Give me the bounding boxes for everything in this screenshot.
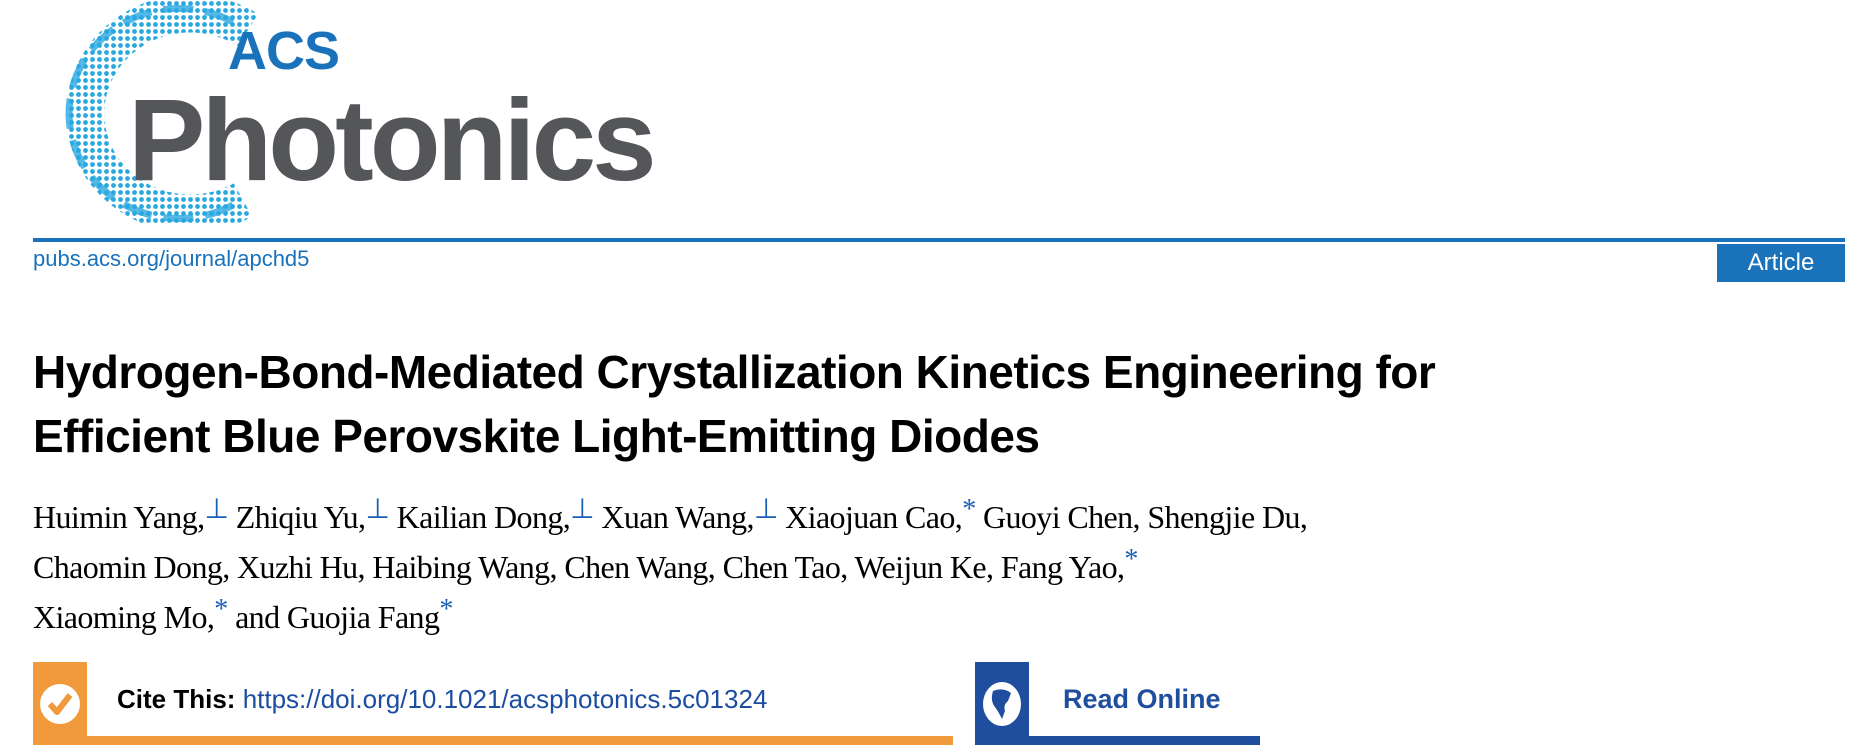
title-line: Hydrogen-Bond-Mediated Crystallization K… [33,346,1436,398]
author-name[interactable]: Chen Tao, [722,549,849,585]
author-line: Chaomin Dong, Xuzhi Hu, Haibing Wang, Ch… [33,542,1307,592]
read-online-label: Read Online [1063,684,1221,714]
author-name[interactable]: Xiaojuan Cao, [785,499,963,535]
author-name[interactable]: Weijun Ke, [854,549,995,585]
corresponding-author-mark[interactable]: * [962,494,976,525]
corresponding-author-mark[interactable]: * [1124,544,1138,575]
corresponding-author-mark[interactable]: * [214,594,228,625]
author-name[interactable]: Zhiqiu Yu, [235,499,366,535]
corresponding-author-mark[interactable]: * [439,594,453,625]
cite-label: Cite This: [117,684,236,714]
cite-text: Cite This: https://doi.org/10.1021/acsph… [117,684,767,715]
author-line: Huimin Yang,⊥ Zhiqiu Yu,⊥ Kailian Dong,⊥… [33,492,1308,542]
equal-contribution-mark[interactable]: ⊥ [365,494,390,525]
doi-link[interactable]: https://doi.org/10.1021/acsphotonics.5c0… [242,684,768,714]
logo-photonics-text: Photonics [128,75,657,205]
article-title: Hydrogen-Bond-Mediated Crystallization K… [33,340,1853,468]
journal-url-link[interactable]: pubs.acs.org/journal/apchd5 [33,246,310,271]
author-name[interactable]: Xuan Wang, [601,499,754,535]
checkmark-circle-icon [33,662,87,745]
author-line: Xiaoming Mo,* and Guojia Fang* [33,592,1307,642]
header-divider [33,238,1845,242]
author-name[interactable]: Xiaoming Mo, [33,599,215,635]
equal-contribution-mark[interactable]: ⊥ [753,494,778,525]
author-name[interactable]: Haibing Wang, [372,549,557,585]
author-name[interactable]: Chen Wang, [564,549,716,585]
author-name[interactable]: Chaomin Dong, [33,549,230,585]
author-name[interactable]: Shengjie Du, [1147,499,1308,535]
article-type-badge: Article [1717,244,1845,282]
logo-acs-text: ACS [228,21,340,81]
author-name[interactable]: Kailian Dong, [396,499,571,535]
author-list: Huimin Yang,⊥ Zhiqiu Yu,⊥ Kailian Dong,⊥… [33,492,1308,642]
author-name[interactable]: Xuzhi Hu, [237,549,366,585]
author-name[interactable]: and Guojia Fang [235,599,440,635]
author-name[interactable]: Huimin Yang, [33,499,205,535]
logo-ring-icon [65,0,259,225]
title-line: Efficient Blue Perovskite Light-Emitting… [33,410,1040,462]
equal-contribution-mark[interactable]: ⊥ [204,494,229,525]
globe-icon [975,662,1029,745]
read-online-button[interactable]: Read Online [975,662,1260,745]
journal-logo: ACS Photonics [33,0,663,225]
author-name[interactable]: Guoyi Chen, [983,499,1141,535]
author-name[interactable]: Fang Yao, [1000,549,1125,585]
cite-this-bar: Cite This: https://doi.org/10.1021/acsph… [33,662,953,745]
equal-contribution-mark[interactable]: ⊥ [570,494,594,525]
